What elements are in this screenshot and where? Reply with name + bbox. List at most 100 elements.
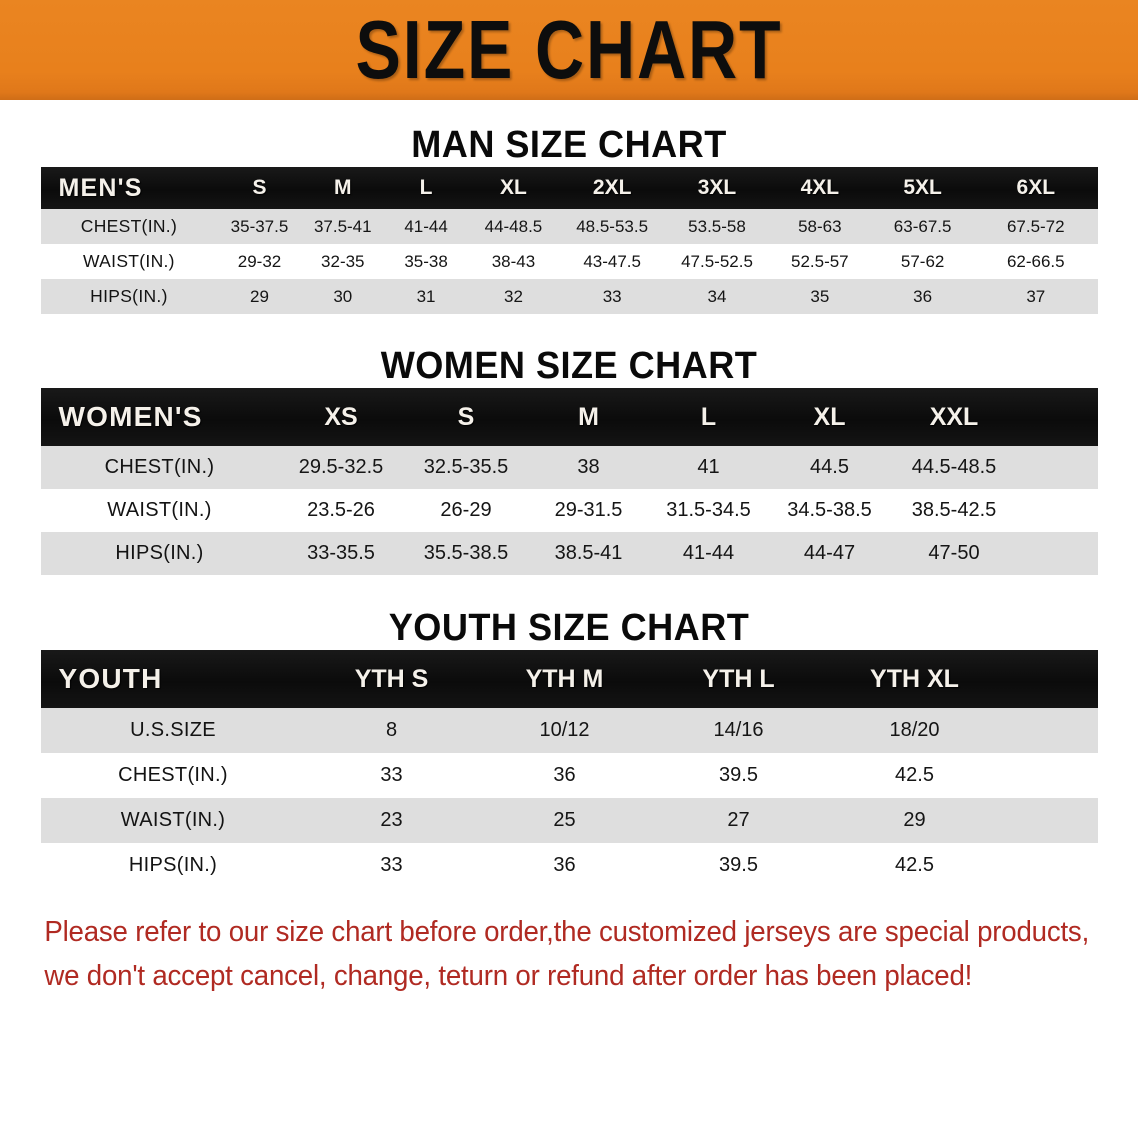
man-size-col-6: 4XL: [800, 176, 840, 199]
youth-row-label-2: WAIST(IN.): [120, 809, 226, 831]
return-policy-line-1: Please refer to our size chart before or…: [44, 916, 1090, 948]
women-size-col-5: XXL: [929, 402, 979, 431]
youth-cell-2-0: 23: [380, 809, 403, 831]
women-cell-0-6: [1018, 446, 1098, 489]
man-size-col-3: XL: [500, 176, 527, 199]
youth-size-col-4: [1004, 650, 1098, 708]
women-row-label-0: CHEST(IN.): [104, 456, 215, 478]
women-cell-2-3: 41-44: [682, 542, 735, 564]
man-cell-1-7: 57-62: [900, 251, 945, 271]
youth-corner-label: YOUTH: [58, 663, 163, 694]
man-cell-0-5: 53.5-58: [688, 216, 746, 236]
man-cell-0-3: 44-48.5: [484, 216, 543, 236]
youth-cell-3-2: 39.5: [719, 854, 758, 876]
youth-cell-3-3: 42.5: [895, 854, 934, 876]
table-row: HIPS(IN.) 33-35.5 35.5-38.5 38.5-41 41-4…: [40, 532, 1098, 575]
youth-row-label-3: HIPS(IN.): [128, 854, 218, 876]
women-table-header-row: WOMEN'S XS S M L XL XXL: [40, 388, 1098, 446]
youth-cell-0-1: 10/12: [539, 719, 590, 741]
women-cell-2-4: 44-47: [803, 542, 856, 564]
man-cell-2-2: 31: [416, 286, 436, 306]
man-cell-1-3: 38-43: [491, 251, 536, 271]
women-size-col-2: M: [578, 402, 599, 431]
youth-cell-2-4: [1004, 798, 1098, 843]
man-size-col-8: 6XL: [1016, 176, 1056, 199]
women-row-label-1: WAIST(IN.): [107, 499, 212, 521]
women-cell-1-1: 26-29: [440, 499, 492, 521]
man-cell-0-0: 35-37.5: [230, 216, 289, 236]
women-size-col-3: L: [700, 402, 717, 431]
youth-size-col-0: YTH S: [354, 664, 429, 693]
women-cell-2-6: [1018, 532, 1098, 575]
man-cell-1-1: 32-35: [321, 251, 365, 271]
table-row: WAIST(IN.) 29-32 32-35 35-38 38-43 43-47…: [40, 244, 1098, 279]
table-row: U.S.SIZE 8 10/12 14/16 18/20: [40, 708, 1098, 753]
man-cell-2-3: 32: [503, 286, 523, 306]
table-row: CHEST(IN.) 33 36 39.5 42.5: [40, 753, 1098, 798]
youth-row-label-1: CHEST(IN.): [118, 764, 228, 786]
page-banner: SIZE CHART: [0, 0, 1138, 100]
man-cell-2-4: 33: [602, 286, 622, 306]
man-cell-0-1: 37.5-41: [313, 216, 372, 236]
man-cell-2-7: 36: [913, 286, 933, 306]
women-cell-2-5: 47-50: [928, 542, 980, 564]
man-section-heading: MAN SIZE CHART: [411, 124, 727, 166]
man-row-label-1: WAIST(IN.): [83, 251, 175, 271]
man-cell-2-1: 30: [333, 286, 353, 306]
man-size-col-7: 5XL: [903, 176, 942, 199]
youth-table-wrapper: YOUTH YTH S YTH M YTH L YTH XL U.S.SIZE …: [40, 650, 1098, 888]
man-size-col-5: 3XL: [697, 176, 737, 199]
man-cell-0-4: 48.5-53.5: [576, 216, 649, 236]
man-cell-1-2: 35-38: [404, 251, 448, 271]
man-size-col-1: M: [334, 176, 352, 199]
youth-cell-3-0: 33: [380, 854, 403, 876]
women-cell-2-0: 33-35.5: [307, 542, 375, 564]
return-policy-line-2: we don't accept cancel, change, teturn o…: [44, 960, 973, 993]
man-size-col-2: L: [419, 176, 433, 199]
women-size-col-4: XL: [813, 402, 846, 431]
table-row: CHEST(IN.) 35-37.5 37.5-41 41-44 44-48.5…: [40, 209, 1098, 244]
women-cell-1-4: 34.5-38.5: [787, 499, 872, 521]
women-table-wrapper: WOMEN'S XS S M L XL XXL CHEST(IN.) 29.5-…: [40, 388, 1098, 575]
youth-cell-3-1: 36: [553, 854, 576, 876]
youth-cell-2-3: 29: [903, 809, 926, 831]
man-cell-2-5: 34: [707, 286, 727, 306]
women-cell-0-4: 44.5: [810, 456, 849, 478]
women-cell-1-3: 31.5-34.5: [666, 499, 751, 521]
women-corner-label: WOMEN'S: [58, 401, 203, 432]
man-cell-0-8: 67.5-72: [1006, 216, 1065, 236]
man-size-table: MEN'S S M L XL 2XL 3XL 4XL 5XL 6XL CHEST…: [40, 167, 1098, 314]
youth-size-col-1: YTH M: [525, 664, 604, 693]
man-cell-2-0: 29: [250, 286, 269, 306]
table-row: WAIST(IN.) 23 25 27 29: [40, 798, 1098, 843]
table-row: CHEST(IN.) 29.5-32.5 32.5-35.5 38 41 44.…: [40, 446, 1098, 489]
youth-cell-0-0: 8: [385, 719, 398, 741]
youth-size-col-3: YTH XL: [870, 664, 959, 693]
youth-section-heading: YOUTH SIZE CHART: [388, 607, 750, 649]
women-cell-1-6: [1018, 489, 1098, 532]
man-size-col-4: 2XL: [592, 176, 632, 199]
women-cell-0-2: 38: [577, 456, 600, 478]
women-cell-2-1: 35.5-38.5: [423, 542, 509, 564]
youth-cell-2-2: 27: [727, 809, 750, 831]
youth-size-table: YOUTH YTH S YTH M YTH L YTH XL U.S.SIZE …: [40, 650, 1098, 888]
women-cell-1-0: 23.5-26: [307, 499, 375, 521]
youth-cell-1-3: 42.5: [895, 764, 934, 786]
man-row-label-0: CHEST(IN.): [80, 216, 178, 236]
women-size-col-0: XS: [324, 402, 358, 431]
page-title: SIZE CHART: [355, 2, 783, 96]
youth-table-header-row: YOUTH YTH S YTH M YTH L YTH XL: [40, 650, 1098, 708]
youth-cell-1-4: [1004, 753, 1098, 798]
youth-cell-0-3: 18/20: [889, 719, 940, 741]
man-row-label-2: HIPS(IN.): [90, 286, 168, 306]
youth-cell-1-1: 36: [553, 764, 576, 786]
man-table-header-row: MEN'S S M L XL 2XL 3XL 4XL 5XL 6XL: [40, 167, 1098, 209]
women-row-label-2: HIPS(IN.): [115, 542, 204, 564]
man-cell-1-5: 47.5-52.5: [681, 251, 753, 271]
man-cell-2-6: 35: [810, 286, 830, 306]
women-cell-0-1: 32.5-35.5: [423, 456, 509, 478]
women-cell-2-2: 38.5-41: [554, 542, 623, 564]
women-cell-0-5: 44.5-48.5: [911, 456, 997, 478]
youth-row-label-0: U.S.SIZE: [130, 719, 216, 741]
youth-cell-3-4: [1004, 843, 1098, 888]
